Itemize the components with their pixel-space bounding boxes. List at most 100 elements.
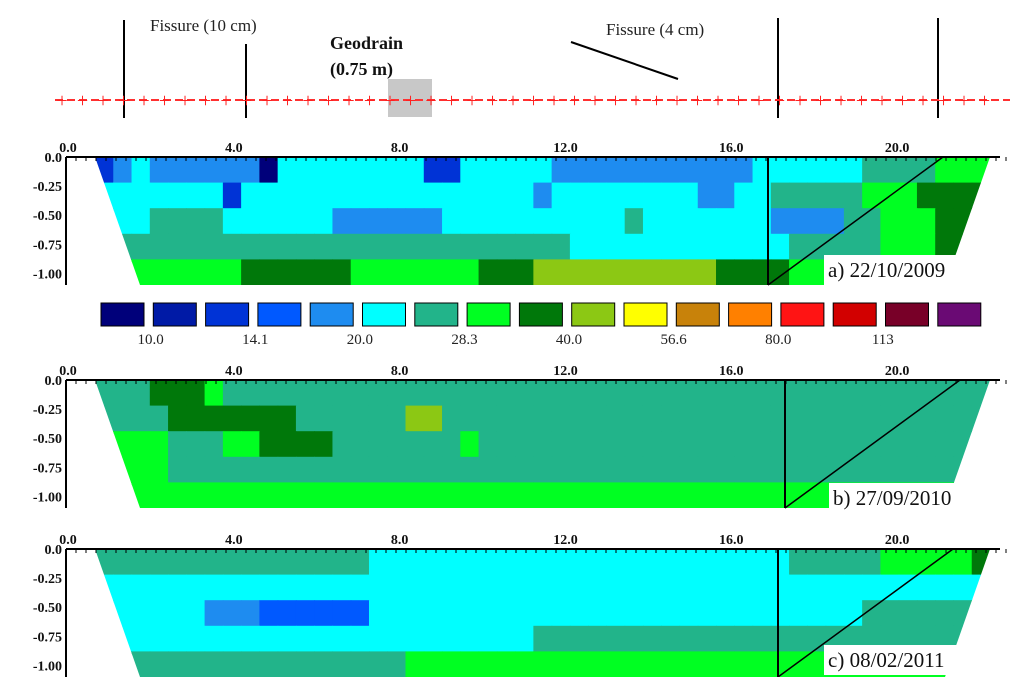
y-tick-label: -0.25: [33, 180, 62, 195]
resistivity-cell: [387, 380, 407, 407]
resistivity-cell: [661, 182, 681, 209]
resistivity-cell: [131, 259, 151, 285]
electrode-markers: + + + + + + + + + + + + + + + + + + + + + + + + + + + + + + + + + + + + + + + +…: [56, 90, 990, 112]
panel-title: b) 27/09/2010: [833, 486, 951, 510]
resistivity-cell: [277, 482, 297, 508]
resistivity-cell: [149, 651, 169, 677]
resistivity-cell: [186, 259, 206, 285]
resistivity-cell: [679, 157, 699, 184]
resistivity-cell: [606, 259, 626, 285]
electrode-marker: +: [589, 90, 600, 112]
resistivity-cell: [204, 157, 224, 184]
resistivity-cell: [496, 182, 516, 209]
resistivity-cell: [460, 482, 480, 508]
resistivity-cell: [186, 549, 206, 576]
resistivity-cell: [880, 233, 900, 260]
resistivity-cell: [697, 157, 717, 184]
resistivity-cell: [149, 405, 169, 432]
geodrain-depth-label: (0.75 m): [330, 59, 393, 80]
resistivity-cell: [460, 549, 480, 576]
resistivity-cell: [241, 651, 260, 677]
electrode-marker: +: [405, 90, 416, 112]
resistivity-cell: [679, 456, 699, 483]
resistivity-cell: [442, 182, 461, 209]
resistivity-cell: [295, 182, 315, 209]
resistivity-cell: [368, 456, 388, 483]
resistivity-cell: [807, 482, 827, 508]
resistivity-cell: [460, 431, 480, 458]
resistivity-cell: [515, 208, 534, 235]
panel-title: a) 22/10/2009: [828, 258, 945, 282]
resistivity-cell: [752, 259, 772, 285]
resistivity-cell: [478, 182, 498, 209]
colorbar-label: 28.3: [451, 332, 477, 348]
resistivity-cell: [496, 600, 516, 627]
resistivity-cell: [332, 651, 352, 677]
resistivity-cell: [168, 233, 187, 260]
colorbar-swatch: [205, 302, 250, 327]
resistivity-cell: [880, 431, 900, 458]
resistivity-cell: [898, 208, 918, 235]
resistivity-cell: [295, 651, 315, 677]
resistivity-cell: [716, 482, 735, 508]
resistivity-cell: [533, 182, 553, 209]
resistivity-cell: [752, 651, 772, 677]
resistivity-cell: [314, 574, 334, 601]
resistivity-cell: [953, 574, 973, 601]
resistivity-cell: [880, 405, 900, 432]
resistivity-cell: [716, 182, 735, 209]
resistivity-cell: [716, 259, 735, 285]
resistivity-cell: [204, 431, 224, 458]
resistivity-cell: [971, 549, 990, 576]
resistivity-cell: [259, 259, 279, 285]
resistivity-cell: [204, 208, 224, 235]
resistivity-cell: [770, 651, 790, 677]
resistivity-cell: [332, 182, 352, 209]
resistivity-cell: [259, 233, 279, 260]
resistivity-cell: [734, 233, 754, 260]
resistivity-cell: [916, 233, 936, 260]
resistivity-cell: [716, 405, 735, 432]
resistivity-cell: [916, 182, 936, 209]
resistivity-cell: [843, 233, 863, 260]
resistivity-cell: [551, 482, 571, 508]
colorbar-swatch: [728, 302, 773, 327]
resistivity-cell: [295, 456, 315, 483]
resistivity-cell: [368, 549, 388, 576]
electrode-marker: +: [384, 90, 395, 112]
y-tick-label: -0.25: [33, 572, 62, 587]
resistivity-cell: [642, 380, 662, 407]
resistivity-cell: [515, 651, 534, 677]
resistivity-cell: [387, 600, 407, 627]
resistivity-cell: [423, 625, 443, 652]
resistivity-cell: [898, 456, 918, 483]
resistivity-cell: [186, 574, 206, 601]
resistivity-cell: [734, 182, 754, 209]
resistivity-cell: [606, 549, 626, 576]
resistivity-cell: [423, 208, 443, 235]
resistivity-cell: [953, 157, 973, 184]
resistivity-cell: [442, 456, 461, 483]
resistivity-cell: [314, 549, 334, 576]
x-tick-label: 12.0: [553, 364, 578, 379]
resistivity-cell: [95, 482, 114, 508]
resistivity-cell: [442, 431, 461, 458]
resistivity-cell: [533, 549, 553, 576]
resistivity-cell: [734, 259, 754, 285]
colorbar-label: 14.1: [242, 332, 268, 348]
resistivity-cell: [551, 380, 571, 407]
resistivity-cell: [588, 233, 608, 260]
y-tick-label: -0.50: [33, 209, 62, 224]
resistivity-cell: [697, 405, 717, 432]
resistivity-cell: [588, 208, 608, 235]
resistivity-cell: [259, 431, 279, 458]
panel-title-box: [824, 645, 1004, 675]
resistivity-cell: [204, 625, 224, 652]
electrode-marker: +: [138, 90, 149, 112]
resistivity-cell: [624, 600, 644, 627]
resistivity-cell: [350, 208, 370, 235]
resistivity-cell: [862, 157, 882, 184]
resistivity-cell: [588, 259, 608, 285]
resistivity-cell: [789, 233, 808, 260]
resistivity-cell: [953, 456, 973, 483]
